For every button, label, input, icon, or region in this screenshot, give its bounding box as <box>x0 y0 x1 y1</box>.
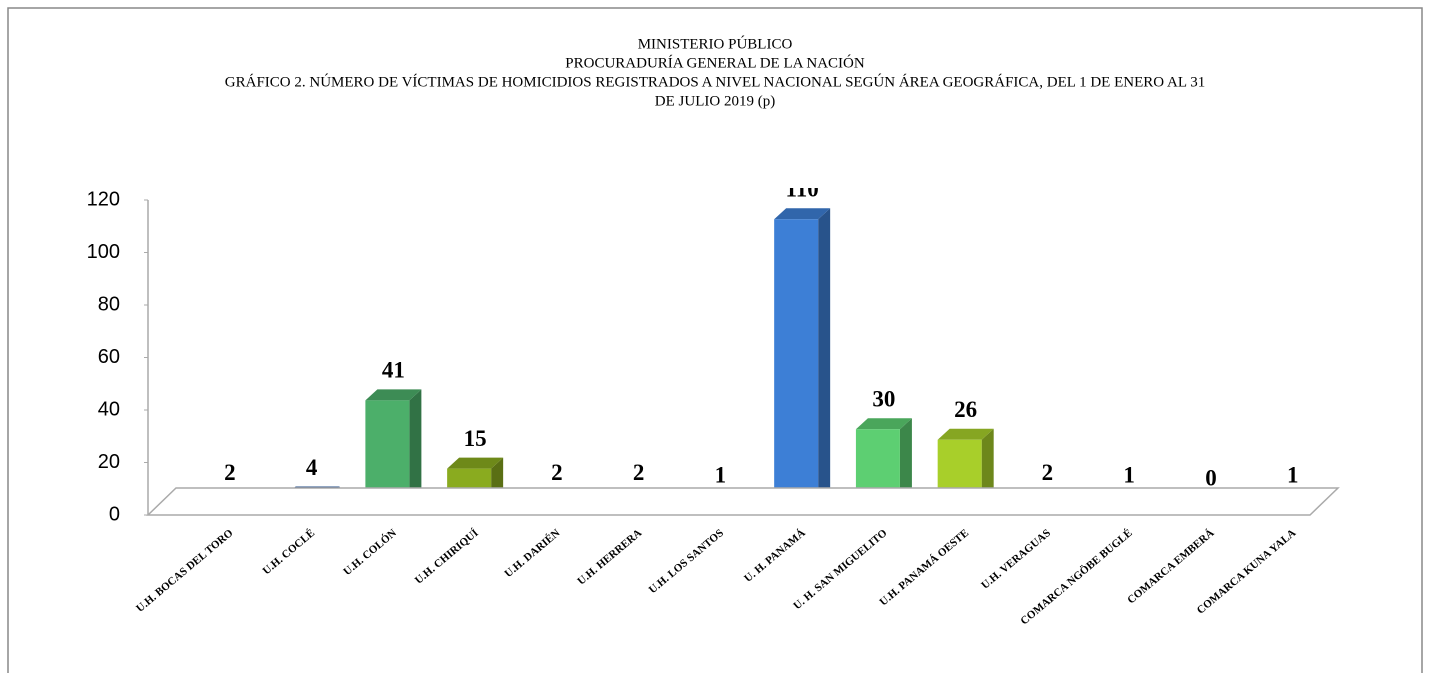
bar-side <box>899 418 912 508</box>
data-label: 0 <box>1205 465 1217 490</box>
data-label: 2 <box>551 460 563 485</box>
y-tick-label: 0 <box>109 503 120 525</box>
x-tick-label: U.H. COLÓN <box>341 527 399 578</box>
y-tick-label: 40 <box>98 398 120 420</box>
data-label: 2 <box>224 460 236 485</box>
chart-title: GRÁFICO 2. NÚMERO DE VÍCTIMAS DE HOMICID… <box>225 73 1205 90</box>
data-label: 1 <box>1287 463 1299 488</box>
frame <box>7 7 1423 678</box>
bar-top <box>774 208 831 220</box>
x-tick-label: U.H. COCLÉ <box>261 527 318 577</box>
x-tick-label: U.H. BOCAS DEL TORO <box>134 527 236 615</box>
data-label: 15 <box>464 426 487 451</box>
bar-top <box>937 428 994 440</box>
bar-side <box>409 389 422 508</box>
x-tick-label: U.H. PANAMÁ OESTE <box>878 527 972 608</box>
x-tick-label: U.H. VERAGUAS <box>979 527 1053 592</box>
bar-top <box>447 457 504 469</box>
floor <box>146 487 1340 516</box>
chart-title: PROCURADURÍA GENERAL DE LA NACIÓN <box>565 54 865 71</box>
bar <box>774 208 831 508</box>
y-tick-label: 100 <box>87 241 120 263</box>
data-label: 1 <box>715 463 727 488</box>
x-tick-label: U.H. DARIÉN <box>503 527 563 580</box>
x-tick-label: U. H. SAN MIGUELITO <box>791 527 889 612</box>
data-label: 110 <box>786 177 819 202</box>
x-tick-label: U.H. LOS SANTOS <box>647 527 726 596</box>
data-label: 4 <box>306 455 318 480</box>
chart-title: MINISTERIO PÚBLICO <box>638 35 793 52</box>
bar-top <box>365 389 422 401</box>
data-label: 26 <box>954 397 977 422</box>
data-label: 1 <box>1123 463 1135 488</box>
data-label: 2 <box>1042 460 1054 485</box>
plot: 2 4 41 15 2 2 1 110 30 26 2 1 0 1 <box>201 177 1321 508</box>
data-label: 2 <box>633 460 645 485</box>
title-block: MINISTERIO PÚBLICO PROCURADURÍA GENERAL D… <box>225 35 1205 109</box>
x-tick-label: U. H. PANAMÁ <box>742 527 808 585</box>
x-tick-label: COMARCA EMBERÁ <box>1125 527 1216 606</box>
bar-top <box>855 418 912 430</box>
x-tick-label: U.H. HERRERA <box>575 527 644 587</box>
y-tick-label: 60 <box>98 346 120 368</box>
data-label: 41 <box>382 358 405 383</box>
data-label: 30 <box>872 387 895 412</box>
y-tick-label: 120 <box>87 188 120 210</box>
bar-front <box>774 219 819 508</box>
x-tick-label: U.H. CHIRIQUÍ <box>413 527 481 587</box>
chart-title: DE JULIO 2019 (p) <box>655 93 775 109</box>
y-tick-label: 20 <box>98 451 120 473</box>
bar-side <box>818 208 831 508</box>
y-tick-label: 80 <box>98 293 120 315</box>
